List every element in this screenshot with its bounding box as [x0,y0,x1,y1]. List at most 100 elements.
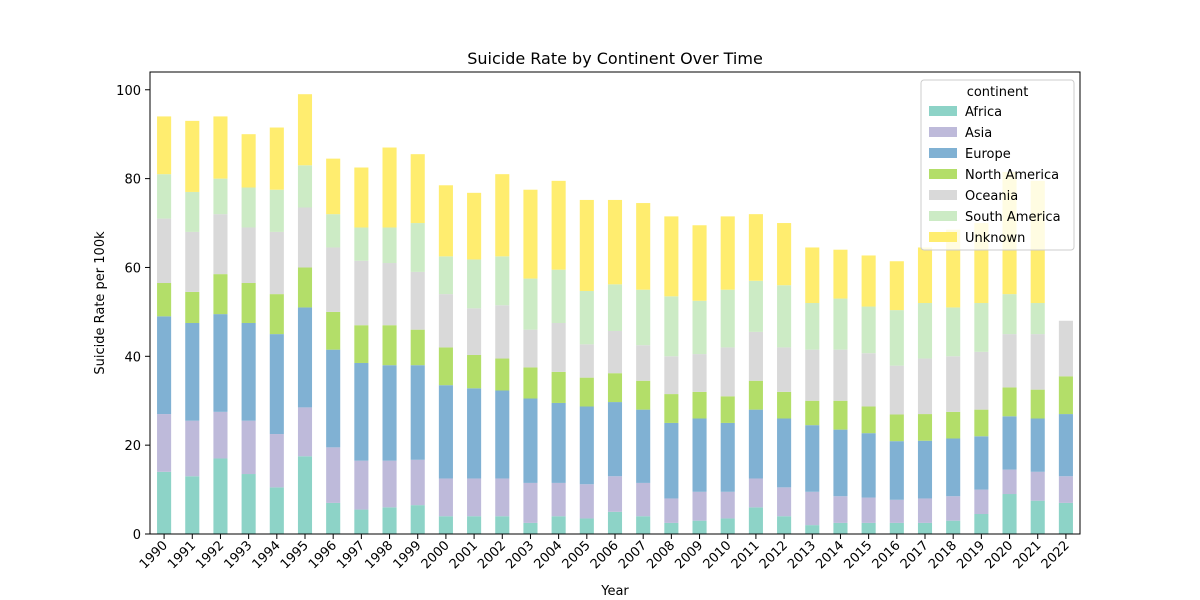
bar-oceania-2006 [607,330,623,374]
legend-swatch-africa [929,106,957,116]
bar-oceania-2002 [495,305,510,359]
x-tick-label: 2019 [954,538,988,572]
legend-swatch-unknown [929,232,957,242]
bar-asia-2013 [805,491,820,526]
bar-north-america-2006 [607,373,623,403]
bar-asia-1999 [410,459,425,506]
y-tick-label: 100 [116,84,141,99]
bar-unknown-2016 [889,261,904,311]
bar-unknown-2002 [495,174,510,257]
x-tick-label: 2020 [982,538,1016,572]
bar-europe-1990 [157,316,172,415]
bar-europe-2008 [664,422,679,499]
bar-south-america-2007 [636,289,651,346]
bar-oceania-1994 [269,231,284,295]
bar-south-america-2012 [777,285,792,348]
bar-south-america-2015 [861,306,876,354]
bar-africa-2020 [1002,494,1017,534]
bar-south-america-2002 [495,256,510,306]
bar-europe-2000 [438,385,453,479]
bar-europe-2017 [917,440,933,499]
bar-africa-2018 [946,520,961,534]
bar-asia-1992 [213,411,228,459]
x-tick-label: 2016 [870,538,904,572]
bar-europe-2003 [523,398,538,483]
bar-unknown-1998 [382,147,397,228]
bar-europe-2004 [551,402,566,483]
x-tick-label: 2007 [616,538,650,572]
bar-africa-1999 [410,505,425,535]
bar-unknown-1990 [157,116,172,175]
bar-oceania-1996 [326,247,341,312]
bar-south-america-2011 [748,280,763,332]
bar-europe-2007 [636,409,651,483]
bars-layer [157,94,1073,535]
bar-africa-1992 [213,458,228,534]
bar-unknown-2006 [607,199,623,285]
bar-asia-2003 [523,482,538,523]
x-tick-label: 2012 [757,538,791,572]
x-tick-label: 2018 [926,538,960,572]
bar-europe-1993 [241,322,256,421]
bar-europe-2016 [889,441,904,500]
bar-asia-2018 [946,496,961,521]
bar-south-america-2019 [974,303,989,352]
legend-swatch-north-america [929,169,957,179]
bar-south-america-1991 [185,191,200,232]
bar-north-america-2022 [1058,376,1073,415]
y-tick-label: 80 [124,173,141,188]
bar-oceania-2021 [1030,334,1045,390]
x-tick-label: 2021 [1011,538,1045,572]
bar-europe-2010 [720,422,735,492]
legend-label-europe: Europe [965,147,1011,162]
bar-north-america-1994 [269,294,284,335]
bar-asia-2011 [748,478,763,508]
bar-europe-1994 [269,334,284,435]
bar-africa-2000 [438,516,453,534]
bar-unknown-2014 [833,249,848,299]
bar-oceania-1992 [213,214,228,275]
bar-oceania-2009 [692,354,707,392]
bar-south-america-2004 [551,269,566,323]
bar-africa-2002 [495,516,510,534]
bar-south-america-2008 [664,296,679,357]
legend-label-south-america: South America [965,210,1061,225]
bar-europe-2006 [607,402,623,477]
bar-oceania-2001 [467,308,482,355]
bar-europe-2012 [777,418,792,488]
bar-africa-1997 [354,509,369,534]
bar-oceania-2005 [579,344,594,378]
bar-north-america-1993 [241,283,256,323]
bar-africa-1998 [382,507,397,534]
x-tick-label: 2008 [644,538,678,572]
bar-north-america-2005 [579,377,594,407]
x-tick-label: 2015 [841,538,875,572]
bar-europe-1992 [213,314,228,412]
bar-africa-2021 [1030,500,1045,534]
y-tick-label: 0 [133,528,141,543]
bar-europe-1999 [410,365,425,460]
bar-north-america-1999 [410,329,425,366]
bar-europe-2021 [1030,418,1045,472]
bar-south-america-1995 [297,165,313,208]
x-tick-label: 2014 [813,538,847,572]
bar-oceania-1997 [354,260,369,326]
x-tick-label: 2017 [898,538,932,572]
bar-asia-2021 [1030,471,1045,501]
bar-unknown-2005 [579,199,594,292]
bar-unknown-2010 [720,216,735,290]
bar-asia-2002 [495,478,510,517]
bar-africa-2011 [748,507,763,534]
bar-oceania-2003 [523,329,538,368]
bar-asia-2015 [861,497,876,523]
bar-south-america-2010 [720,289,735,348]
bar-south-america-2001 [467,259,482,309]
legend-label-africa: Africa [965,105,1002,120]
x-tick-label: 1995 [278,538,312,572]
bar-north-america-2016 [889,414,904,442]
x-tick-label: 2022 [1039,538,1073,572]
bar-south-america-1992 [213,178,228,215]
x-tick-label: 1991 [165,538,199,572]
x-tick-label: 1993 [221,538,255,572]
